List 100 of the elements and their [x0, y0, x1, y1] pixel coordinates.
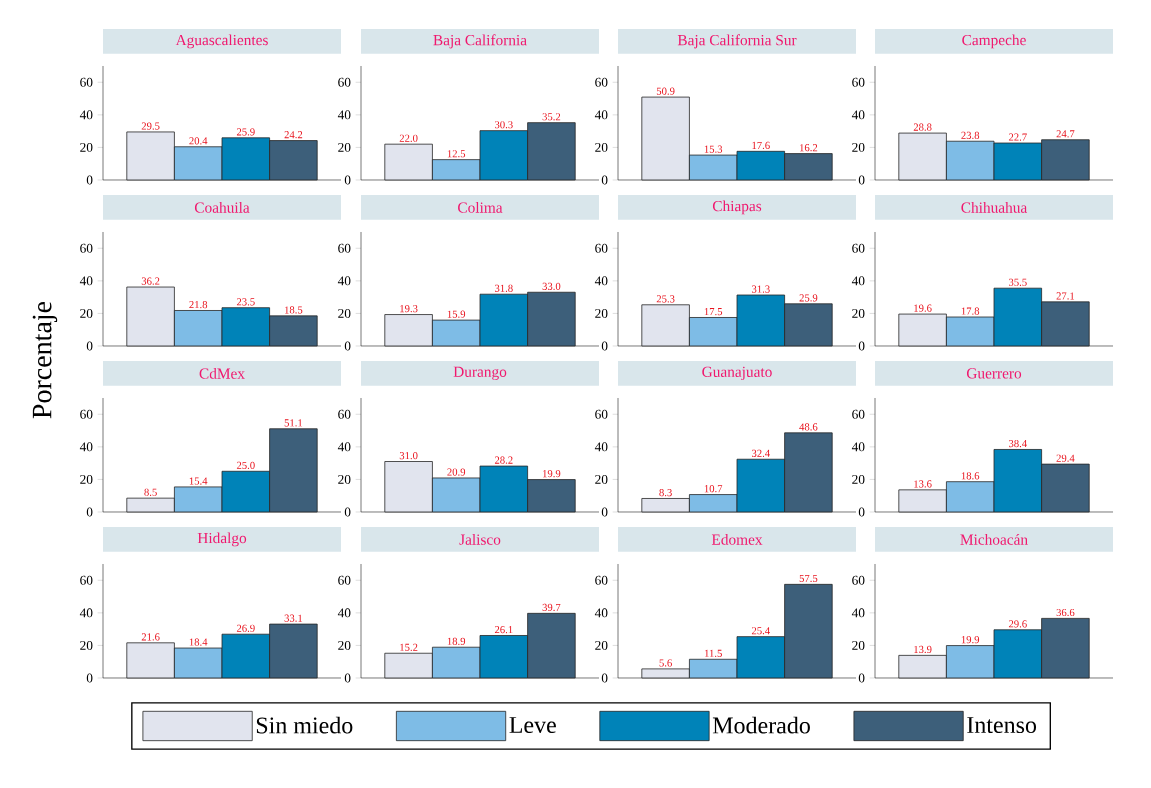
- y-tick-label: 60: [852, 77, 865, 87]
- data-label: 51.1: [284, 419, 303, 427]
- y-tick-label: 20: [80, 474, 93, 484]
- data-label: 20.4: [189, 137, 208, 145]
- legend-label: Moderado: [712, 716, 810, 734]
- y-tick-label: 20: [852, 142, 865, 152]
- y-tick-label: 0: [344, 673, 351, 683]
- data-label: 15.4: [189, 477, 208, 485]
- chart-title: Edomex: [711, 533, 763, 545]
- data-label: 33.0: [542, 282, 561, 290]
- chart-title: Durango: [453, 366, 507, 381]
- chart-title: Colima: [458, 201, 503, 213]
- y-tick-label: 0: [601, 507, 608, 517]
- y-tick-label: 60: [338, 575, 351, 585]
- data-label: 29.5: [141, 122, 160, 130]
- y-tick-label: 40: [851, 276, 865, 286]
- data-label: 25.9: [799, 294, 818, 302]
- data-label: 28.2: [494, 456, 513, 464]
- data-label: 29.4: [1056, 454, 1075, 462]
- data-label: 31.0: [399, 452, 418, 460]
- y-tick-label: 0: [86, 507, 93, 517]
- data-label: 26.1: [494, 626, 513, 634]
- chart-title: Baja California: [433, 34, 527, 49]
- y-tick-label: 60: [595, 575, 608, 585]
- data-label: 18.4: [189, 638, 208, 646]
- y-tick-label: 40: [851, 608, 865, 618]
- y-tick-label: 60: [80, 575, 93, 585]
- data-label: 33.1: [284, 614, 303, 622]
- data-label: 17.8: [961, 307, 980, 315]
- chart-title: Hidalgo: [197, 532, 247, 547]
- chart-title: CdMex: [199, 367, 245, 379]
- y-tick-label: 20: [595, 640, 608, 650]
- data-label: 15.2: [400, 643, 418, 651]
- chart-title: Guerrero: [966, 368, 1022, 379]
- y-tick-label: 0: [858, 341, 865, 351]
- data-label: 31.3: [751, 285, 770, 293]
- y-tick-label: 40: [337, 608, 351, 618]
- y-tick-label: 20: [852, 640, 865, 650]
- data-label: 57.5: [799, 574, 818, 583]
- y-tick-label: 60: [852, 409, 865, 419]
- data-label: 50.9: [656, 87, 675, 95]
- data-label: 30.3: [494, 121, 513, 129]
- y-tick-label: 60: [338, 243, 351, 253]
- data-label: 19.9: [961, 636, 980, 644]
- y-tick-label: 60: [338, 409, 351, 419]
- y-tick-label: 0: [601, 341, 608, 351]
- y-tick-label: 60: [852, 243, 865, 253]
- y-tick-label: 20: [338, 640, 351, 650]
- data-label: 12.5: [447, 150, 466, 158]
- y-tick-label: 40: [594, 608, 608, 618]
- chart-title: Aguascalientes: [175, 34, 268, 49]
- data-label: 29.6: [1008, 620, 1027, 628]
- y-tick-label: 40: [79, 608, 93, 618]
- data-label: 36.2: [141, 277, 160, 285]
- y-tick-label: 60: [338, 77, 351, 87]
- data-label: 22.0: [399, 134, 418, 142]
- y-tick-label: 20: [595, 474, 608, 484]
- y-tick-label: 0: [86, 673, 93, 683]
- y-tick-label: 0: [344, 507, 351, 517]
- y-tick-label: 20: [852, 474, 865, 484]
- y-tick-label: 60: [80, 409, 93, 419]
- y-tick-label: 40: [79, 442, 93, 452]
- y-tick-label: 40: [594, 276, 608, 286]
- y-tick-label: 0: [601, 175, 608, 185]
- chart-title: Chihuahua: [961, 201, 1028, 213]
- data-label: 24.2: [284, 131, 303, 139]
- y-tick-label: 40: [337, 276, 351, 286]
- data-label: 18.9: [447, 637, 466, 645]
- y-tick-label: 40: [851, 442, 865, 452]
- data-label: 25.9: [236, 128, 255, 136]
- y-tick-label: 0: [858, 175, 865, 185]
- data-label: 28.8: [913, 123, 932, 131]
- y-tick-label: 40: [594, 442, 608, 452]
- legend-label: Intenso: [967, 717, 1037, 734]
- data-label: 22.7: [1008, 133, 1027, 141]
- data-label: 18.6: [961, 472, 980, 480]
- chart-title: Michoacán: [960, 533, 1028, 545]
- y-tick-label: 40: [594, 110, 608, 120]
- data-label: 5.6: [659, 659, 672, 667]
- y-tick-label: 20: [852, 308, 865, 318]
- y-tick-label: 20: [595, 308, 608, 318]
- data-label: 31.8: [494, 284, 513, 292]
- chart-title: Guanajuato: [702, 366, 772, 381]
- data-label: 21.8: [189, 300, 208, 309]
- data-label: 25.3: [656, 295, 675, 303]
- data-label: 19.9: [543, 470, 561, 478]
- data-label: 10.7: [704, 485, 723, 493]
- data-label: 20.9: [447, 468, 466, 476]
- data-label: 24.7: [1056, 130, 1075, 138]
- data-label: 21.6: [141, 633, 160, 641]
- legend-label: Sin miedo: [256, 716, 353, 734]
- data-label: 19.6: [914, 304, 932, 312]
- y-tick-label: 20: [80, 308, 93, 318]
- data-label: 27.1: [1056, 292, 1075, 300]
- data-label: 48.6: [799, 423, 818, 431]
- data-label: 25.4: [751, 627, 770, 635]
- y-tick-label: 0: [601, 673, 608, 683]
- y-tick-label: 60: [852, 575, 865, 585]
- data-label: 13.6: [914, 480, 932, 488]
- data-label: 13.9: [914, 645, 932, 654]
